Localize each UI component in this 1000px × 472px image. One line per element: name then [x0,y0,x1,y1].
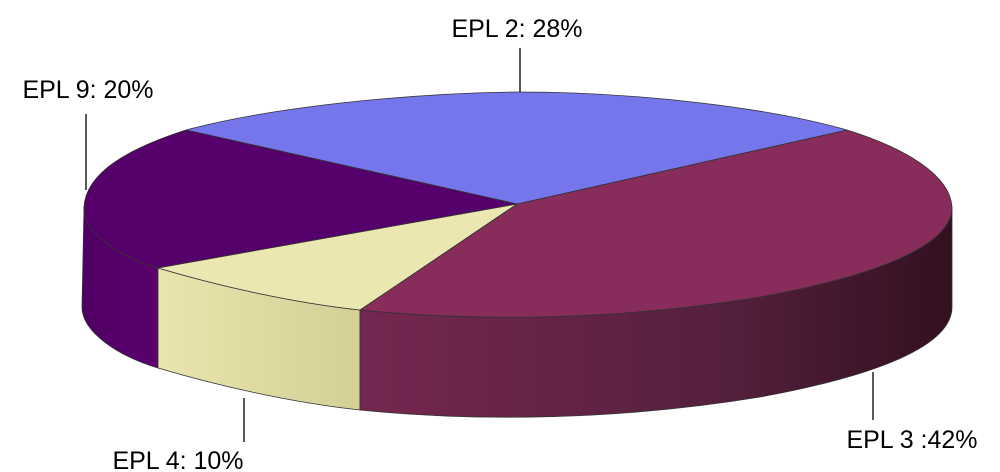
slice-epl4 [157,203,518,311]
data-labels: EPL 2: 28% EPL 3 :42% EPL 4: 10% EPL 9: … [22,15,977,472]
data-label-epl4: EPL 4: 10% [112,447,243,472]
pie-tops [83,91,953,318]
data-label-epl3: EPL 3 :42% [846,426,977,454]
leader-lines [85,48,874,442]
slice-epl2 [185,91,848,205]
slice-epl9 [83,129,518,269]
slice-epl3 [359,129,953,318]
data-label-epl2: EPL 2: 28% [451,15,582,43]
data-label-epl9: EPL 9: 20% [22,76,153,104]
